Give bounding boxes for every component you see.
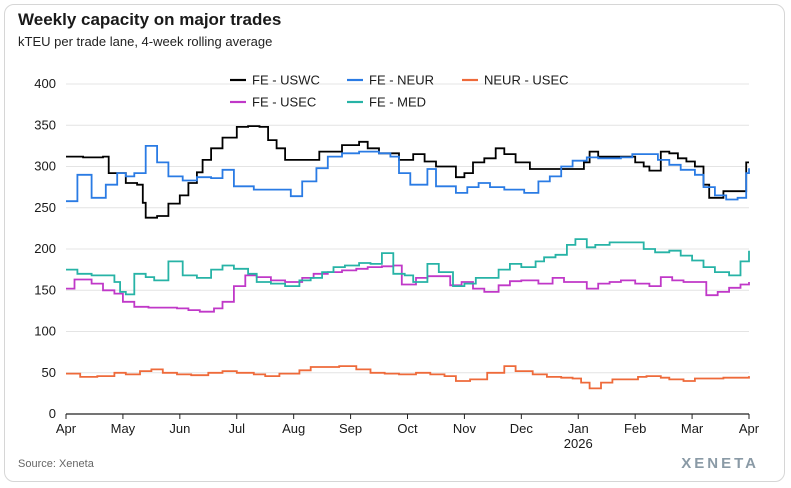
chart-subtitle: kTEU per trade lane, 4-week rolling aver… [18,34,273,49]
x-tick-label: Oct [397,421,418,436]
series-line-fe-uswc [66,125,749,219]
x-tick-label: Jun [169,421,190,436]
y-tick-label: 400 [34,76,56,91]
gridlines [66,83,749,374]
x-tick-label: Nov [453,421,477,436]
y-tick-label: 150 [34,282,56,297]
y-tick-label: 100 [34,324,56,339]
x-tick-label: Sep [339,421,362,436]
source-note: Source: Xeneta [18,458,94,470]
brand-logo: XENETA [681,455,759,472]
x-tick-label: Mar [681,421,704,436]
x-tick-label: Dec [510,421,534,436]
x-tick-label: Apr [739,421,760,436]
y-tick-label: 200 [34,241,56,256]
legend-label: FE - USEC [252,95,316,110]
x-tick-label: Jul [228,421,245,436]
y-tick-label: 50 [42,365,56,380]
x-tick-label: Jan [568,421,589,436]
y-tick-label: 250 [34,200,56,215]
series-line-fe-usec [66,264,750,313]
y-tick-label: 300 [34,159,56,174]
legend-label: FE - MED [369,95,426,110]
x-tick-label: Feb [624,421,646,436]
y-tick-label: 0 [49,406,56,421]
series-line-fe-neur [66,145,750,203]
x-tick-label: Apr [56,421,77,436]
axes: 0 50 100 150 200 250 300 350 400 Apr May Jun Jul Aug S… [34,76,759,451]
series-line-fe-med [66,238,750,296]
legend-label: FE - USWC [252,73,320,88]
x-tick-sublabel: 2026 [564,436,593,451]
legend: FE - USWC FE - NEUR NEUR - USEC FE - USEC FE… [230,73,569,110]
series-line-neur-usec [66,365,750,390]
y-tick-label: 350 [34,117,56,132]
legend-label: FE - NEUR [369,73,434,88]
x-tick-label: Aug [282,421,305,436]
chart-title: Weekly capacity on major trades [18,10,282,29]
series-lines [66,125,750,390]
x-tick-label: May [111,421,136,436]
legend-label: NEUR - USEC [484,73,569,88]
